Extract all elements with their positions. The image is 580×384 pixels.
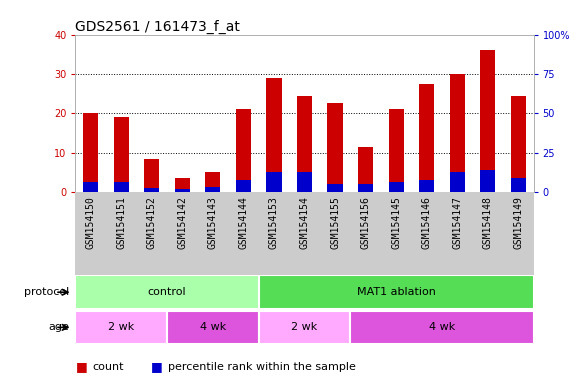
Bar [419, 84, 434, 192]
Text: GSM154153: GSM154153 [269, 196, 279, 249]
Bar [328, 103, 343, 192]
Bar [175, 189, 190, 192]
Bar [75, 275, 259, 309]
Bar [205, 187, 220, 192]
Bar [75, 311, 167, 344]
Bar [389, 109, 404, 192]
Text: GSM154150: GSM154150 [86, 196, 96, 249]
Bar [167, 311, 259, 344]
Bar [144, 159, 160, 192]
Bar [144, 188, 160, 192]
Bar [511, 96, 526, 192]
Text: GSM154155: GSM154155 [330, 196, 340, 249]
Bar [389, 182, 404, 192]
Bar [350, 311, 534, 344]
Text: 4 wk: 4 wk [429, 322, 455, 333]
Text: GSM154156: GSM154156 [361, 196, 371, 249]
Bar [450, 172, 465, 192]
Text: GSM154145: GSM154145 [391, 196, 401, 249]
Bar [205, 172, 220, 192]
Bar [419, 180, 434, 192]
Text: GSM154147: GSM154147 [452, 196, 462, 249]
Text: count: count [93, 362, 124, 372]
Text: GSM154154: GSM154154 [299, 196, 310, 249]
Text: 2 wk: 2 wk [291, 322, 318, 333]
Text: GSM154142: GSM154142 [177, 196, 187, 249]
Bar [83, 182, 99, 192]
Text: GSM154151: GSM154151 [116, 196, 126, 249]
Bar [114, 182, 129, 192]
Text: ■: ■ [75, 360, 87, 373]
Text: GSM154143: GSM154143 [208, 196, 218, 249]
Text: 4 wk: 4 wk [200, 322, 226, 333]
Text: ■: ■ [151, 360, 162, 373]
Bar [236, 180, 251, 192]
Bar [480, 170, 495, 192]
Text: 2 wk: 2 wk [108, 322, 135, 333]
Bar [450, 74, 465, 192]
Text: GSM154144: GSM154144 [238, 196, 248, 249]
Bar [511, 178, 526, 192]
Text: protocol: protocol [24, 287, 70, 297]
Text: control: control [148, 287, 186, 297]
Bar [83, 113, 99, 192]
Bar [358, 184, 374, 192]
Text: MAT1 ablation: MAT1 ablation [357, 287, 436, 297]
Bar [114, 117, 129, 192]
Text: percentile rank within the sample: percentile rank within the sample [168, 362, 356, 372]
Bar [328, 184, 343, 192]
Bar [297, 172, 312, 192]
Bar [236, 109, 251, 192]
Bar [297, 96, 312, 192]
Text: GSM154148: GSM154148 [483, 196, 493, 249]
Bar [259, 311, 350, 344]
Bar [358, 147, 374, 192]
Text: GSM154146: GSM154146 [422, 196, 432, 249]
Bar [259, 275, 534, 309]
Bar [175, 178, 190, 192]
Text: GSM154149: GSM154149 [513, 196, 523, 249]
Bar [480, 50, 495, 192]
Text: GDS2561 / 161473_f_at: GDS2561 / 161473_f_at [75, 20, 240, 33]
Text: GSM154152: GSM154152 [147, 196, 157, 249]
Text: age: age [49, 322, 70, 333]
Bar [266, 172, 282, 192]
Bar [266, 78, 282, 192]
